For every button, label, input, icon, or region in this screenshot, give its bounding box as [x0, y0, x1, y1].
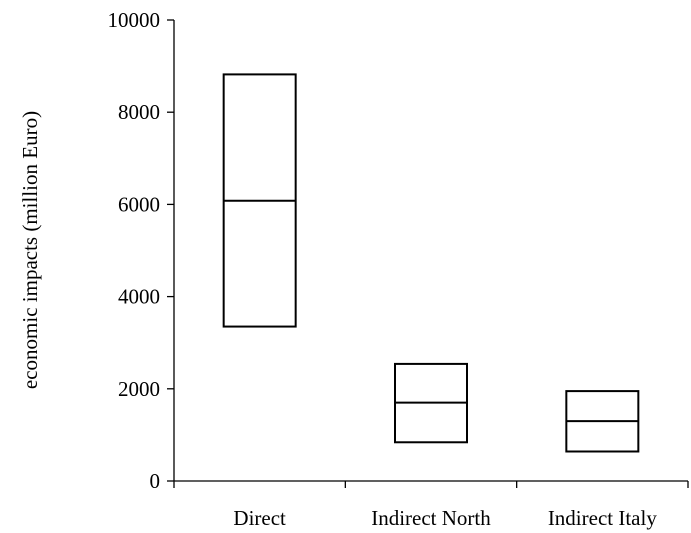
y-tick-label: 6000	[118, 192, 160, 216]
x-category-label: Direct	[233, 506, 286, 530]
x-category-label: Indirect North	[371, 506, 491, 530]
y-tick-label: 2000	[118, 377, 160, 401]
boxes	[222, 73, 640, 453]
y-axis-title: economic impacts (million Euro)	[18, 111, 42, 389]
y-tick-label: 0	[150, 469, 161, 493]
y-axis: 0 2000 4000 6000 8000 10000	[108, 8, 175, 493]
x-axis: Direct Indirect North Indirect Italy	[173, 480, 689, 530]
y-ticks: 0 2000 4000 6000 8000 10000	[108, 8, 174, 493]
y-tick-label: 8000	[118, 100, 160, 124]
x-category-label: Indirect Italy	[548, 506, 658, 530]
x-ticks: Direct Indirect North Indirect Italy	[173, 481, 689, 530]
y-tick-label: 4000	[118, 285, 160, 309]
y-tick-label: 10000	[108, 8, 161, 32]
